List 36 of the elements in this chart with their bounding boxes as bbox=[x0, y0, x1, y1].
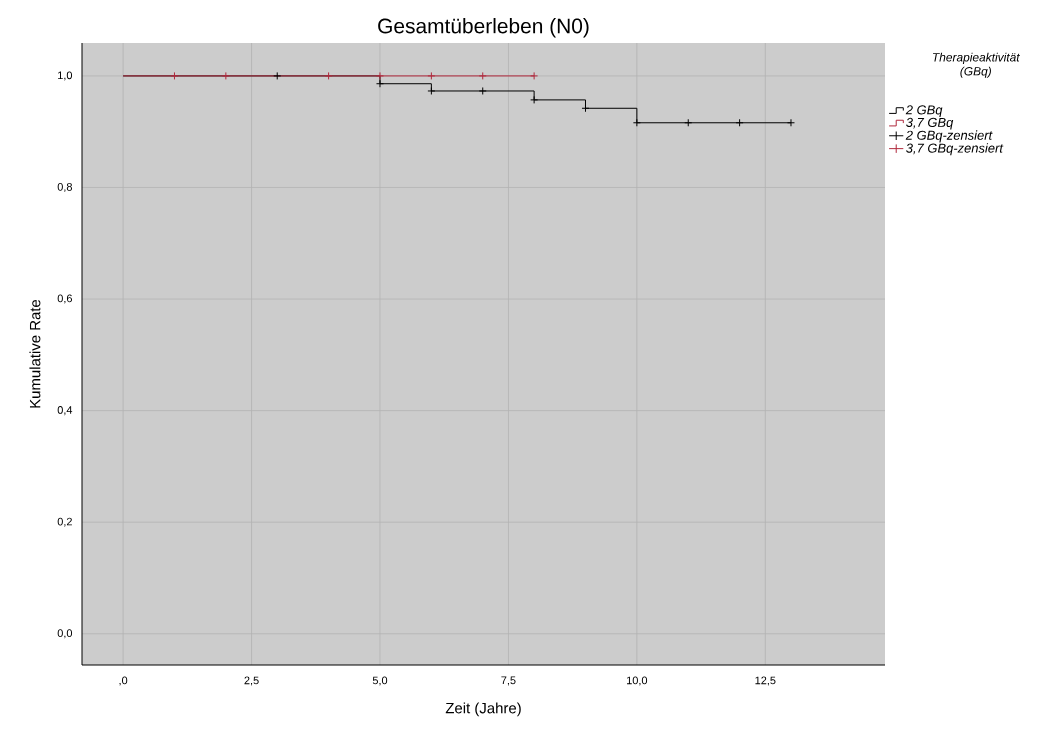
point bbox=[324, 71, 333, 80]
point bbox=[478, 71, 487, 80]
y-tick-label: 0,8 bbox=[57, 182, 72, 193]
x-tick-label: 2,5 bbox=[244, 676, 259, 686]
y-tick-label: 0,6 bbox=[57, 294, 72, 304]
point bbox=[273, 71, 282, 80]
point bbox=[170, 71, 179, 80]
x-tick-label: 12,5 bbox=[755, 676, 776, 686]
point bbox=[427, 71, 436, 80]
point bbox=[684, 118, 693, 127]
y-tick-label: 0,4 bbox=[57, 406, 73, 416]
x-tick-label: 5,0 bbox=[372, 676, 388, 686]
legend-label: 3,7 GBq bbox=[906, 117, 954, 130]
y-tick-label: 0,0 bbox=[57, 629, 73, 639]
point bbox=[530, 71, 539, 80]
point bbox=[786, 118, 795, 127]
point bbox=[735, 118, 744, 127]
point bbox=[375, 79, 384, 88]
legend-title: Therapieaktivität (GBq) bbox=[932, 52, 1021, 78]
chart-title: Gesamtüberleben (N0) bbox=[378, 18, 589, 38]
y-tick-label: 0,2 bbox=[57, 517, 72, 527]
point bbox=[530, 95, 539, 104]
y-tick-label: 1,0 bbox=[58, 71, 73, 81]
legend-label: 3,7 GBq-zensiert bbox=[906, 143, 1004, 156]
x-axis-title: Zeit (Jahre) bbox=[445, 702, 521, 717]
point bbox=[427, 86, 436, 95]
x-tick-label: 7,5 bbox=[501, 676, 516, 686]
x-tick-label: ,0 bbox=[119, 676, 128, 686]
legend-label: 2 GBq-zensiert bbox=[905, 130, 993, 143]
point bbox=[478, 86, 487, 95]
point bbox=[632, 118, 641, 127]
x-tick-label: 10,0 bbox=[627, 676, 648, 686]
y-axis-title: Kumulative Rate bbox=[29, 299, 41, 408]
point bbox=[375, 71, 384, 80]
point bbox=[221, 71, 230, 80]
legend-label: 2 GBq bbox=[905, 105, 943, 118]
